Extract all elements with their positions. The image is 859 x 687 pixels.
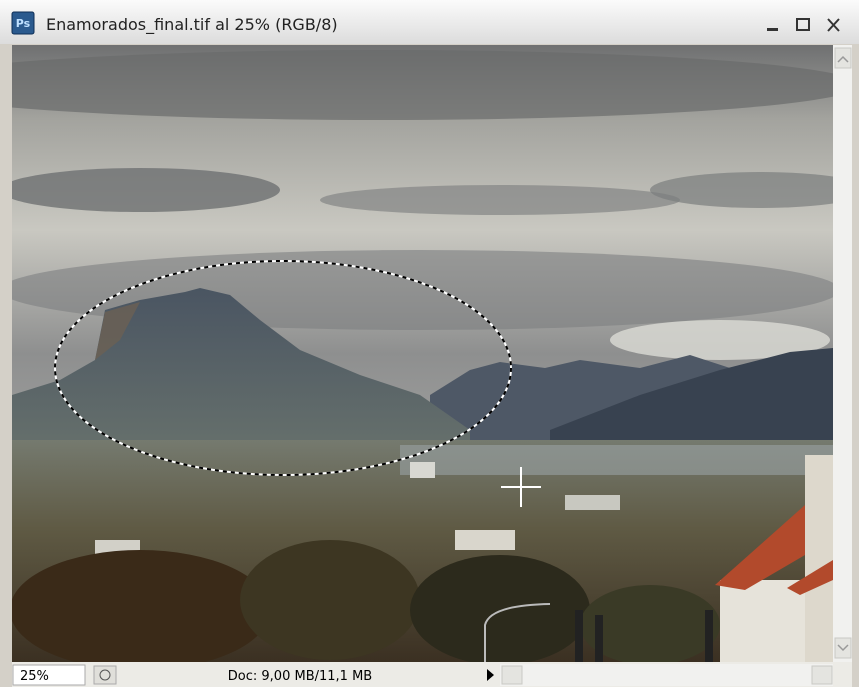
trees	[10, 550, 270, 670]
minimize-button[interactable]	[767, 28, 778, 31]
building	[410, 462, 435, 478]
scroll-right[interactable]	[812, 666, 832, 684]
canvas-image	[0, 45, 859, 670]
horizontal-scrollbar[interactable]	[500, 664, 833, 686]
chimney	[595, 615, 603, 662]
page: Ps Enamorados_final.tif al 25% (RGB/8)	[0, 0, 859, 687]
status-button[interactable]	[94, 666, 116, 684]
house-wall	[805, 455, 833, 662]
vertical-scrollbar[interactable]	[833, 45, 852, 662]
chimney	[705, 610, 713, 662]
trees	[240, 540, 420, 660]
town	[400, 445, 833, 475]
trees	[410, 555, 590, 665]
building	[565, 495, 620, 510]
scroll-left[interactable]	[502, 666, 522, 684]
cloud	[320, 185, 680, 215]
cloud	[0, 168, 280, 212]
document-info: Doc: 9,00 MB/11,1 MB	[228, 669, 372, 684]
app-icon-text: Ps	[16, 17, 31, 30]
scroll-down[interactable]	[835, 638, 851, 658]
chimney	[575, 610, 583, 662]
zoom-level: 25%	[20, 669, 49, 684]
window-title: Enamorados_final.tif al 25% (RGB/8)	[46, 15, 338, 35]
photoshop-window: Ps Enamorados_final.tif al 25% (RGB/8)	[0, 0, 859, 687]
building	[455, 530, 515, 550]
